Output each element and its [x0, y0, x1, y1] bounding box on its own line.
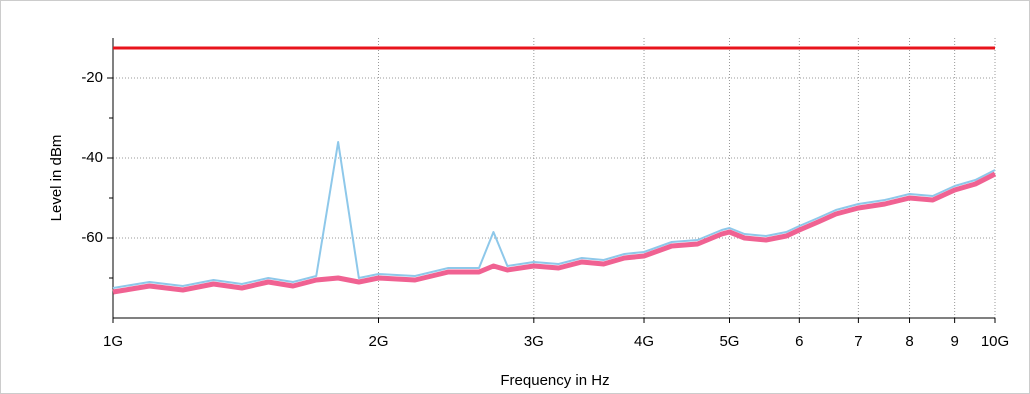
x-tick-label: 1G — [103, 333, 123, 350]
x-axis-label: Frequency in Hz — [500, 372, 609, 389]
series-line — [112, 171, 997, 295]
x-tick-label: 6 — [795, 333, 803, 350]
x-tick-label: 3G — [524, 333, 544, 350]
y-tick-label: -20 — [81, 69, 103, 86]
x-tick-label: 2G — [369, 333, 389, 350]
x-tick-label: 5G — [719, 333, 739, 350]
x-tick-label: 9 — [950, 333, 958, 350]
x-tick-label: 8 — [905, 333, 913, 350]
y-axis-label: Level in dBm — [48, 135, 65, 222]
x-tick-label: 4G — [634, 333, 654, 350]
y-tick-label: -40 — [81, 149, 103, 166]
x-tick-label: 10G — [981, 333, 1009, 350]
series-line — [112, 141, 996, 289]
y-tick-label: -60 — [81, 229, 103, 246]
x-tick-label: 7 — [854, 333, 862, 350]
